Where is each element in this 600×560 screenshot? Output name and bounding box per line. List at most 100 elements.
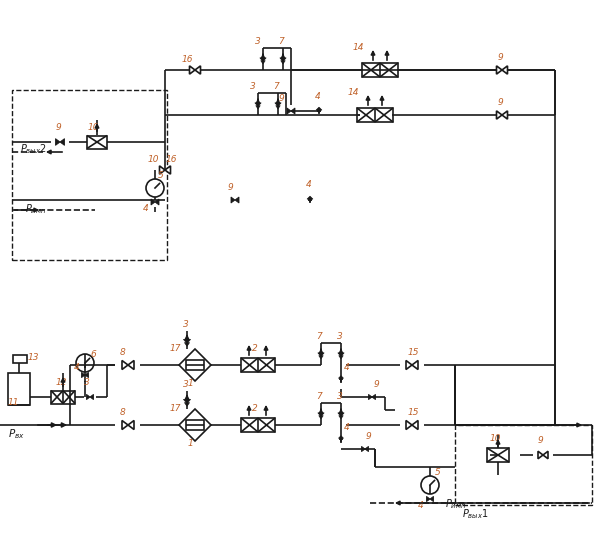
- Polygon shape: [165, 166, 170, 174]
- Text: 13: 13: [28, 353, 40, 362]
- Polygon shape: [338, 353, 344, 356]
- Bar: [357, 108, 393, 122]
- Text: $P_{вых}1$: $P_{вых}1$: [462, 507, 489, 521]
- Polygon shape: [287, 108, 291, 114]
- Text: 2: 2: [252, 344, 258, 353]
- Polygon shape: [128, 421, 134, 430]
- Text: 3: 3: [337, 332, 343, 341]
- Polygon shape: [339, 416, 343, 419]
- Bar: [186, 420, 204, 430]
- Text: 4: 4: [143, 204, 149, 213]
- Bar: [362, 63, 398, 77]
- Bar: [51, 390, 75, 404]
- Polygon shape: [502, 66, 508, 74]
- Polygon shape: [151, 199, 155, 205]
- Text: 10: 10: [490, 434, 502, 443]
- Polygon shape: [318, 413, 324, 416]
- Text: 9: 9: [374, 380, 380, 389]
- Polygon shape: [56, 139, 60, 146]
- Polygon shape: [307, 196, 313, 199]
- Text: 9: 9: [366, 432, 372, 441]
- Text: 9: 9: [538, 436, 544, 445]
- Text: 1: 1: [188, 439, 194, 448]
- Text: 17: 17: [170, 344, 182, 353]
- Polygon shape: [338, 376, 344, 378]
- Polygon shape: [128, 361, 134, 370]
- Polygon shape: [195, 66, 200, 74]
- Text: 14: 14: [348, 88, 359, 97]
- Text: 9: 9: [498, 53, 504, 62]
- Polygon shape: [538, 451, 543, 459]
- Polygon shape: [276, 106, 280, 109]
- Bar: [241, 358, 275, 372]
- Text: 5: 5: [158, 171, 164, 180]
- Text: 14: 14: [353, 43, 365, 52]
- Text: 7: 7: [316, 392, 322, 401]
- Polygon shape: [317, 109, 321, 111]
- Polygon shape: [255, 103, 261, 106]
- Polygon shape: [184, 343, 190, 346]
- Text: 3: 3: [255, 37, 261, 46]
- Polygon shape: [365, 446, 368, 451]
- Text: $P_{вых}2$: $P_{вых}2$: [20, 142, 47, 156]
- Text: 15: 15: [408, 408, 419, 417]
- Text: 3: 3: [183, 320, 189, 329]
- Bar: [12, 90, 167, 260]
- Bar: [13, 355, 27, 363]
- Polygon shape: [122, 361, 128, 370]
- Text: $P_{вх}$: $P_{вх}$: [8, 427, 25, 441]
- Text: $P_{имп}$: $P_{имп}$: [445, 497, 467, 511]
- Polygon shape: [122, 421, 128, 430]
- Polygon shape: [412, 421, 418, 430]
- Polygon shape: [184, 403, 190, 406]
- Text: 3: 3: [337, 392, 343, 401]
- Text: 3: 3: [250, 82, 256, 91]
- Polygon shape: [160, 166, 165, 174]
- Text: 11: 11: [8, 398, 20, 407]
- Polygon shape: [184, 339, 191, 343]
- Polygon shape: [338, 436, 344, 438]
- Text: 3: 3: [84, 378, 90, 387]
- Polygon shape: [261, 60, 265, 64]
- Text: 16: 16: [166, 155, 178, 164]
- Text: 3: 3: [183, 380, 189, 389]
- Text: 7: 7: [273, 82, 279, 91]
- Polygon shape: [427, 496, 430, 502]
- Text: 16: 16: [182, 55, 194, 64]
- Polygon shape: [368, 394, 372, 400]
- Bar: [186, 360, 204, 370]
- Polygon shape: [502, 111, 508, 119]
- Polygon shape: [82, 372, 85, 377]
- Polygon shape: [406, 361, 412, 370]
- Text: 4: 4: [315, 92, 321, 101]
- Polygon shape: [155, 199, 159, 205]
- Polygon shape: [372, 394, 376, 400]
- Text: 6: 6: [90, 350, 96, 359]
- Text: 4: 4: [344, 423, 350, 432]
- Text: 4: 4: [344, 363, 350, 372]
- Text: 2: 2: [252, 404, 258, 413]
- Polygon shape: [260, 58, 266, 61]
- Polygon shape: [60, 139, 65, 146]
- Polygon shape: [231, 197, 235, 203]
- Bar: [455, 425, 592, 505]
- Bar: [241, 418, 275, 432]
- Bar: [8, 373, 30, 405]
- Text: 15: 15: [408, 348, 419, 357]
- Polygon shape: [340, 377, 343, 379]
- Text: 8: 8: [120, 348, 126, 357]
- Text: 9: 9: [228, 183, 234, 192]
- Text: 1: 1: [188, 379, 194, 388]
- Text: 9: 9: [279, 94, 285, 103]
- Polygon shape: [338, 413, 344, 416]
- Polygon shape: [85, 372, 89, 377]
- Text: 4: 4: [306, 180, 312, 189]
- Text: $P_{имп}$: $P_{имп}$: [25, 202, 47, 216]
- Text: 17: 17: [170, 404, 182, 413]
- Text: 4: 4: [74, 363, 80, 372]
- Polygon shape: [497, 66, 502, 74]
- Polygon shape: [291, 108, 295, 114]
- Polygon shape: [316, 107, 322, 110]
- Text: 10: 10: [88, 123, 100, 132]
- Text: 5: 5: [435, 468, 441, 477]
